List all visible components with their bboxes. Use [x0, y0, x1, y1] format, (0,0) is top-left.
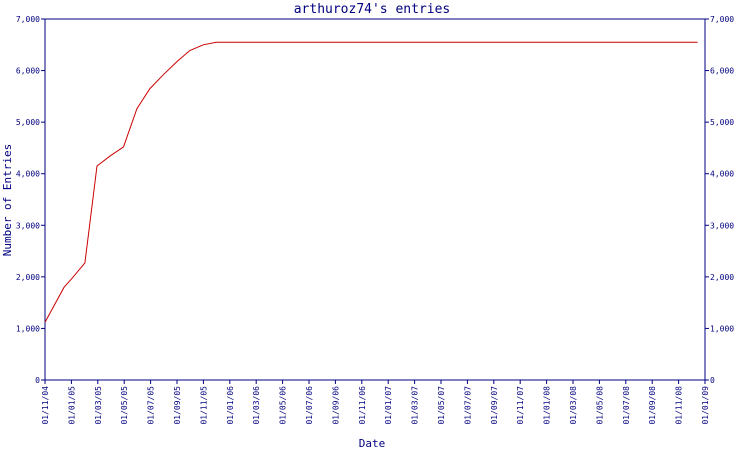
- x-tick-label: 01/07/06: [305, 386, 314, 425]
- y-tick-label-right: 0: [710, 376, 715, 385]
- x-tick-label: 01/03/08: [569, 386, 578, 425]
- x-tick-label: 01/07/08: [622, 386, 631, 425]
- y-tick-label: 0: [35, 376, 40, 385]
- y-tick-label-right: 5,000: [710, 118, 734, 127]
- y-tick-label: 5,000: [16, 118, 40, 127]
- x-tick-label: 01/09/08: [648, 386, 657, 425]
- y-axis-left: 0 1,000 2,000 3,000 4,000 5,000 6,000 7,000: [16, 15, 45, 385]
- y-tick-label-right: 6,000: [710, 67, 734, 76]
- x-tick-label: 01/09/07: [490, 386, 499, 425]
- y-tick-label: 4,000: [16, 170, 40, 179]
- x-tick-label: 01/03/05: [94, 386, 103, 425]
- x-tick-label: 01/07/07: [463, 386, 472, 425]
- y-axis-right: 0 1,000 2,000 3,000 4,000 5,000 6,000 7,000: [705, 15, 734, 385]
- series-group: [44, 41, 698, 323]
- x-tick-label: 01/09/05: [173, 386, 182, 425]
- x-tick-label: 01/01/08: [543, 386, 552, 425]
- y-tick-label: 1,000: [16, 324, 40, 333]
- y-tick-label-right: 1,000: [710, 324, 734, 333]
- y-tick-label: 2,000: [16, 273, 40, 282]
- x-tick-label: 01/11/05: [199, 386, 208, 425]
- y-tick-label-right: 2,000: [710, 273, 734, 282]
- y-axis-label: Number of Entries: [1, 144, 14, 257]
- x-tick-label: 01/11/06: [358, 386, 367, 425]
- x-axis: 01/11/04 01/01/05 01/03/05 01/05/05 01/07/05…: [41, 380, 710, 425]
- x-tick-label: 01/01/05: [67, 386, 76, 425]
- y-tick-label: 6,000: [16, 67, 40, 76]
- x-tick-label: 01/05/07: [437, 386, 446, 425]
- x-tick-label: 01/07/05: [147, 386, 156, 425]
- x-tick-label: 01/05/08: [595, 386, 604, 425]
- y-tick-label-right: 7,000: [710, 15, 734, 24]
- x-tick-label: 01/05/05: [120, 386, 129, 425]
- chart-title: arthuroz74's entries: [294, 2, 451, 17]
- x-tick-label: 01/11/04: [41, 386, 50, 425]
- series-line-0: [44, 41, 698, 323]
- x-axis-label: Date: [359, 437, 386, 450]
- x-tick-label: 01/11/07: [516, 386, 525, 425]
- x-tick-label: 01/09/06: [331, 386, 340, 425]
- x-tick-label: 01/05/06: [279, 386, 288, 425]
- y-tick-label: 3,000: [16, 221, 40, 230]
- x-tick-label: 01/01/06: [226, 386, 235, 425]
- x-tick-label: 01/11/08: [675, 386, 684, 425]
- x-tick-label: 01/03/06: [252, 386, 261, 425]
- x-tick-label: 01/01/07: [384, 386, 393, 425]
- y-tick-label-right: 4,000: [710, 170, 734, 179]
- y-tick-label-right: 3,000: [710, 221, 734, 230]
- plot-frame: [44, 18, 706, 381]
- x-tick-label: 01/03/07: [411, 386, 420, 425]
- y-tick-label: 7,000: [16, 15, 40, 24]
- x-tick-label: 01/01/09: [701, 386, 710, 425]
